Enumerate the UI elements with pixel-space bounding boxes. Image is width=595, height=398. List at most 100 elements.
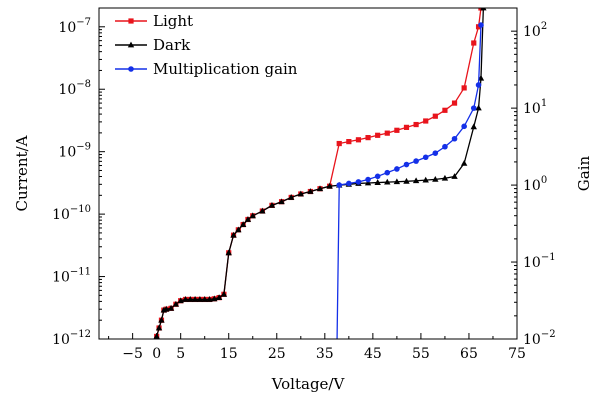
right-y-tick-label: 10−2 — [523, 329, 556, 348]
data-point — [442, 107, 448, 113]
data-point — [355, 137, 362, 143]
plot-frame — [98, 7, 518, 340]
data-point — [346, 139, 352, 145]
legend-swatch-marker — [128, 66, 134, 72]
axes-layer: −5 0 5 15 25 35 45 55 65 75 10−12 10−11 10−10 10−9 10−… — [52, 7, 556, 362]
data-point — [394, 166, 400, 172]
x-tick-label: −5 — [122, 346, 143, 362]
data-point — [470, 105, 477, 111]
data-point — [403, 161, 410, 168]
legend-label: Light — [153, 12, 193, 30]
data-point — [480, 8, 487, 11]
data-point — [326, 182, 333, 189]
x-tick-label: 0 — [152, 346, 161, 362]
data-point — [475, 82, 482, 88]
x-tick-label: 45 — [364, 346, 382, 362]
data-point — [365, 135, 371, 141]
data-point — [475, 104, 482, 111]
data-point — [163, 305, 170, 312]
series-layer — [153, 8, 487, 339]
series-line-1 — [156, 8, 485, 337]
data-point — [172, 300, 180, 307]
data-point — [177, 297, 184, 304]
x-tick-label: 75 — [508, 346, 526, 362]
data-point — [235, 226, 242, 233]
data-point — [475, 24, 482, 30]
data-point — [187, 296, 194, 302]
data-point — [215, 294, 223, 301]
data-point — [442, 143, 448, 150]
data-point — [336, 140, 342, 147]
legend-swatch-marker — [128, 18, 134, 24]
data-point — [220, 290, 228, 297]
data-point — [403, 177, 410, 184]
data-point — [244, 216, 252, 222]
data-point — [422, 154, 429, 161]
data-point — [206, 296, 213, 302]
data-point — [413, 158, 419, 164]
data-point — [384, 130, 390, 136]
data-point — [432, 113, 438, 119]
legend-swatch-marker — [127, 41, 135, 48]
data-point — [441, 174, 449, 181]
y2-axis-label: Gain — [575, 155, 593, 191]
data-point — [196, 296, 204, 302]
data-point — [470, 123, 477, 130]
data-point — [336, 182, 343, 188]
legend-label: Dark — [153, 36, 191, 54]
data-point — [182, 296, 189, 302]
data-point — [239, 221, 247, 227]
data-point — [375, 132, 381, 138]
left-y-tick-label: 10−10 — [52, 204, 91, 223]
data-point — [158, 316, 165, 323]
data-point — [374, 173, 381, 180]
data-point — [167, 304, 175, 311]
data-point — [225, 249, 232, 256]
data-point — [384, 169, 391, 176]
series-2 — [336, 22, 484, 339]
series-line-0 — [156, 8, 482, 337]
right-y-tick-label: 102 — [523, 21, 547, 40]
data-point — [432, 150, 439, 156]
x-tick-label: 25 — [268, 346, 286, 362]
left-y-tick-label: 10−9 — [58, 142, 91, 161]
y-axis-label: Current/A — [13, 135, 31, 211]
legend-item: Dark — [115, 36, 191, 54]
data-point — [307, 188, 314, 194]
data-point — [374, 179, 381, 185]
data-point — [316, 185, 324, 192]
data-point — [478, 22, 484, 28]
x-tick-label: 65 — [460, 346, 478, 362]
data-point — [230, 231, 237, 238]
data-point — [451, 135, 458, 142]
data-point — [471, 40, 477, 46]
data-point — [297, 190, 304, 197]
data-point — [268, 201, 276, 208]
series-line-2 — [336, 25, 482, 339]
data-point — [364, 179, 372, 186]
data-point — [211, 295, 218, 302]
left-y-tick-label: 10−12 — [52, 329, 91, 348]
legend-label: Multiplication gain — [153, 60, 298, 78]
x-tick-label: 55 — [412, 346, 430, 362]
x-tick-label: 15 — [220, 346, 238, 362]
right-y-tick-label: 100 — [523, 175, 547, 194]
data-point — [155, 324, 163, 331]
data-point — [278, 198, 285, 205]
legend: Light Dark Multiplication gain — [115, 12, 298, 78]
data-point — [393, 178, 401, 185]
x-axis-label: Voltage/V — [271, 375, 346, 393]
data-point — [460, 159, 468, 166]
right-y-tick-label: 10−1 — [523, 252, 556, 271]
legend-item: Multiplication gain — [115, 60, 298, 78]
data-point — [422, 176, 429, 183]
data-point — [355, 179, 362, 185]
data-point — [412, 177, 420, 184]
data-point — [461, 123, 467, 130]
data-point — [287, 194, 295, 200]
series-1 — [153, 8, 487, 339]
series-0 — [154, 8, 484, 339]
data-point — [394, 127, 400, 133]
x-tick-label: 5 — [176, 346, 185, 362]
